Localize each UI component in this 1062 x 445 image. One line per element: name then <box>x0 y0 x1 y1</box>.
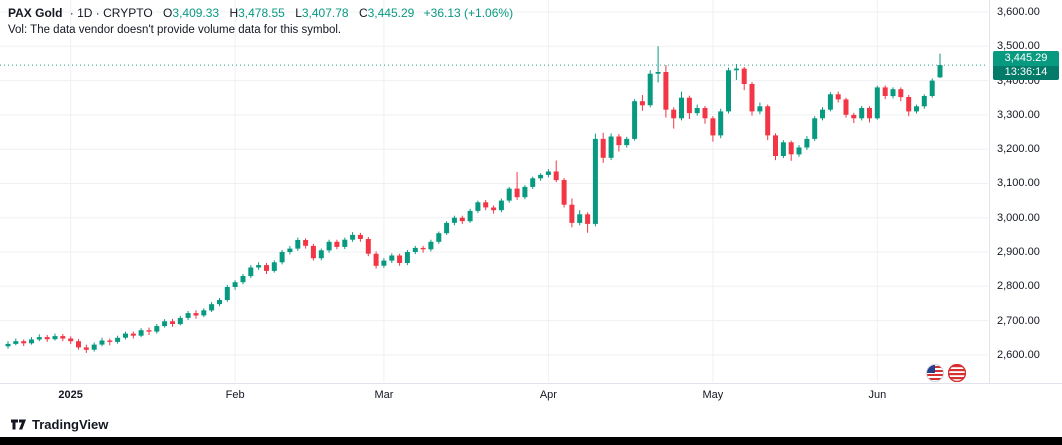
time-axis-label: Mar <box>374 389 394 401</box>
price-axis-label: 3,200.00 <box>997 143 1040 156</box>
tradingview-logo[interactable]: TradingView <box>10 416 108 433</box>
usd-flag-icon <box>948 364 966 382</box>
symbol-title[interactable]: PAX Gold <box>8 6 63 20</box>
time-axis-label: 2025 <box>58 389 83 401</box>
volume-status-text: Vol: The data vendor doesn't provide vol… <box>8 24 342 36</box>
change-value: +36.13 (+1.06%) <box>423 6 514 20</box>
paxg-flag-icon <box>926 364 944 382</box>
symbol-meta: · 1D · CRYPTO <box>69 6 153 20</box>
symbol-logos <box>926 364 966 382</box>
low-value: 3,407.78 <box>301 6 349 20</box>
time-scale[interactable]: 2025 Feb Mar Apr May Jun <box>0 383 1062 405</box>
price-axis-label: 3,000.00 <box>997 211 1040 224</box>
open-label: O <box>163 6 173 20</box>
symbol-legend: PAX Gold · 1D · CRYPTO O3,409.33 H3,478.… <box>8 6 513 20</box>
price-axis-label: 2,900.00 <box>997 246 1040 259</box>
high-value: 3,478.55 <box>238 6 285 20</box>
price-axis-label: 3,300.00 <box>997 108 1040 121</box>
price-axis-label: 3,100.00 <box>997 177 1040 190</box>
low-label: L <box>295 6 302 20</box>
close-value: 3,445.29 <box>367 6 415 20</box>
price-axis-label: 2,700.00 <box>997 314 1040 327</box>
price-axis-label: 3,500.00 <box>997 40 1040 53</box>
price-scale[interactable]: 3,445.29 13:36:14 3,600.00 3,500.00 3,400.… <box>989 0 1062 404</box>
price-axis-label: 3,600.00 <box>997 6 1040 18</box>
tradingview-logo-text: TradingView <box>32 417 109 432</box>
price-axis-label: 2,800.00 <box>997 280 1040 293</box>
high-label: H <box>229 6 239 20</box>
time-axis-label: Feb <box>225 389 245 401</box>
window-bottom-bar <box>0 437 1062 445</box>
open-value: 3,409.33 <box>172 6 220 20</box>
candlestick-chart[interactable] <box>0 0 988 382</box>
last-price-badge[interactable]: 3,445.29 13:36:14 <box>993 51 1059 81</box>
close-label: C <box>358 6 368 20</box>
time-axis-label: Jun <box>868 389 887 401</box>
bar-countdown: 13:36:14 <box>993 66 1059 81</box>
last-price-value: 3,445.29 <box>993 51 1059 67</box>
tradingview-logo-icon <box>11 419 26 430</box>
time-axis-label: Apr <box>539 389 557 401</box>
time-axis-label: May <box>702 389 724 401</box>
price-axis-label: 2,600.00 <box>997 348 1040 361</box>
